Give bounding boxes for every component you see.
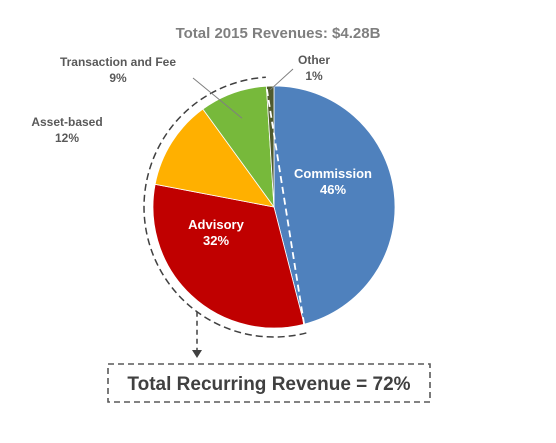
slice-advisory	[152, 183, 305, 329]
recurring-revenue-callout: Total Recurring Revenue = 72%	[107, 363, 431, 403]
leader-line-transaction-and-fee	[192, 77, 243, 119]
slice-value-advisory: 32%	[203, 233, 229, 248]
slice-asset-based	[154, 108, 275, 208]
callout-text: Total Recurring Revenue = 72%	[127, 374, 410, 395]
callout-arrowhead	[192, 350, 202, 358]
slice-label-asset-based: Asset-based	[31, 115, 102, 129]
callout-box	[107, 363, 431, 403]
slice-value-other: 1%	[305, 69, 323, 83]
slice-label-commission: Commission	[294, 166, 372, 181]
chart-title: Total 2015 Revenues: $4.28B	[176, 25, 381, 42]
pie-slices	[152, 85, 396, 329]
recurring-divider-line	[265, 86, 305, 325]
slice-value-commission: 46%	[320, 182, 346, 197]
slice-value-asset-based: 12%	[55, 131, 79, 145]
pie-overlay	[143, 68, 307, 358]
leader-line-other	[269, 68, 294, 91]
slice-value-transaction-and-fee: 9%	[109, 71, 127, 85]
slice-label-advisory: Advisory	[188, 217, 244, 232]
slice-label-transaction-and-fee: Transaction and Fee	[60, 55, 176, 69]
recurring-outline-arc	[143, 76, 307, 338]
slice-label-other: Other	[298, 53, 330, 67]
slice-commission	[273, 85, 396, 325]
